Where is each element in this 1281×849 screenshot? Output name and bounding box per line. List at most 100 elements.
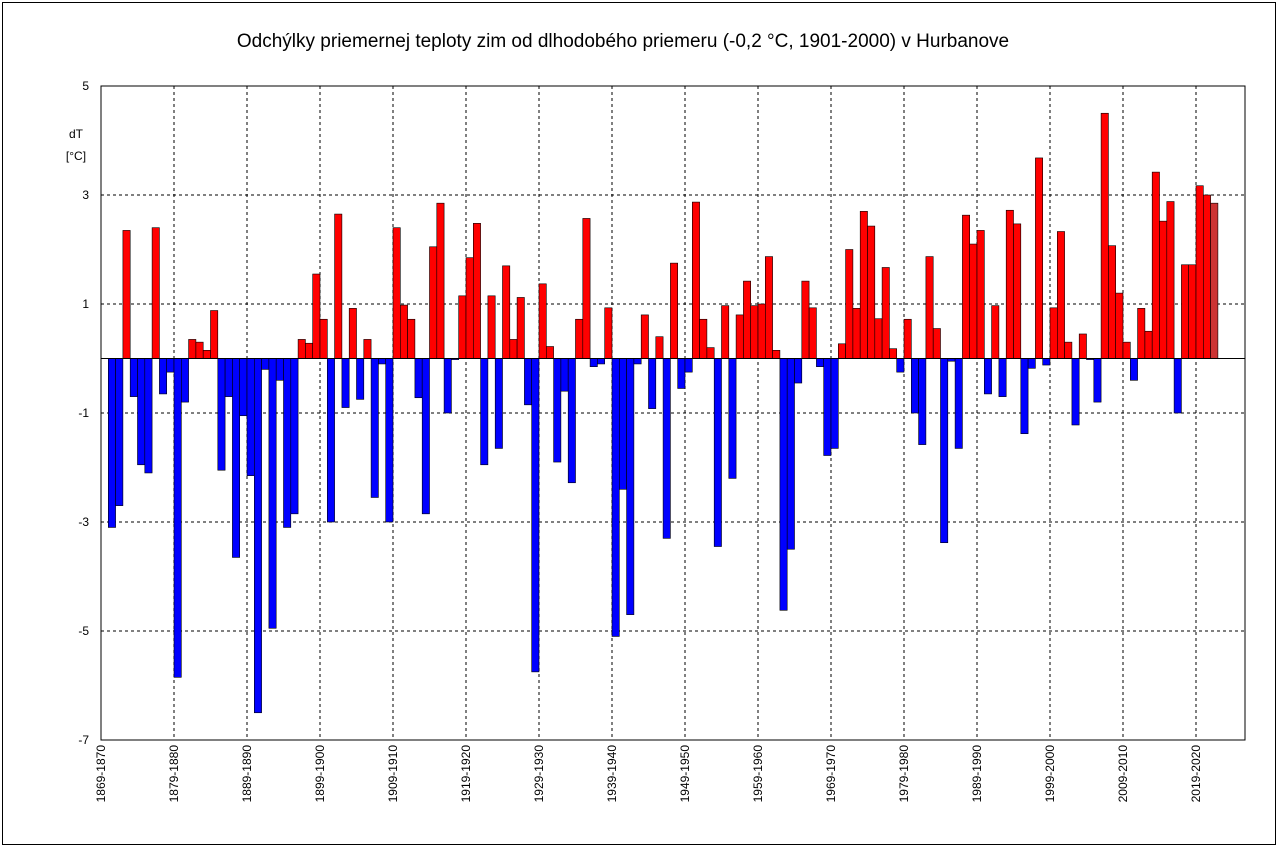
bar xyxy=(969,243,978,359)
bar xyxy=(545,346,554,359)
y-tick-label: -7 xyxy=(78,733,89,747)
bar xyxy=(567,358,576,484)
x-tick-label: 1959-1960 xyxy=(751,745,765,803)
bar xyxy=(421,358,430,515)
bar xyxy=(706,347,715,359)
bar xyxy=(925,256,934,359)
bar xyxy=(1100,112,1109,359)
bar xyxy=(341,358,350,408)
bar xyxy=(334,213,343,359)
bar xyxy=(268,358,277,629)
bar xyxy=(1013,223,1022,359)
bar xyxy=(903,318,912,359)
bar xyxy=(655,336,664,359)
bar xyxy=(1027,358,1036,369)
bar xyxy=(662,358,671,539)
bar xyxy=(1137,308,1146,359)
x-tick-label: 2009-2010 xyxy=(1116,745,1130,803)
y-tick-label: 3 xyxy=(82,188,89,202)
bar xyxy=(363,339,372,359)
bar xyxy=(1064,341,1073,359)
bar xyxy=(494,358,503,449)
bar xyxy=(524,358,533,406)
bar xyxy=(224,358,233,397)
bar xyxy=(633,358,642,365)
bar xyxy=(618,358,627,490)
bar xyxy=(735,314,744,359)
bar xyxy=(319,318,328,359)
bar xyxy=(991,305,1000,359)
x-tick-label: 1989-1990 xyxy=(970,745,984,803)
bar xyxy=(699,318,708,359)
bar xyxy=(852,308,861,359)
bar xyxy=(472,223,481,359)
bar xyxy=(173,358,182,678)
bar xyxy=(816,358,825,367)
y-axis-label: dT xyxy=(69,127,84,141)
bar xyxy=(1071,358,1080,426)
bar xyxy=(743,280,752,359)
bar xyxy=(859,211,868,359)
bar xyxy=(516,297,525,359)
bar xyxy=(531,358,540,673)
bar xyxy=(910,358,919,414)
x-tick-label: 2019-2020 xyxy=(1189,745,1203,803)
bar xyxy=(458,295,467,359)
x-tick-label: 1909-1910 xyxy=(386,745,400,803)
bar xyxy=(808,307,817,359)
bar xyxy=(1049,307,1058,359)
bar xyxy=(480,358,489,466)
plot-frame xyxy=(100,85,1246,741)
bar xyxy=(195,341,204,359)
bar xyxy=(137,358,146,466)
bar xyxy=(728,358,737,479)
bar xyxy=(239,358,248,417)
bar xyxy=(1042,358,1051,366)
bar xyxy=(254,358,262,714)
bar xyxy=(436,202,445,359)
bar xyxy=(582,218,591,359)
bar xyxy=(1159,220,1168,359)
bar xyxy=(713,358,722,547)
x-tick-label: 1919-1920 xyxy=(459,745,473,803)
bar xyxy=(370,358,379,498)
bar xyxy=(1144,330,1153,359)
bar xyxy=(896,358,905,373)
y-tick-label: -3 xyxy=(78,515,89,529)
bar xyxy=(246,358,255,476)
bar xyxy=(553,358,562,463)
bar xyxy=(210,310,219,359)
x-tick-label: 1939-1940 xyxy=(605,745,619,803)
bar xyxy=(275,358,284,381)
bar xyxy=(983,358,992,395)
bar xyxy=(867,225,876,359)
bar xyxy=(757,303,766,359)
bar xyxy=(144,358,153,474)
bar xyxy=(356,358,365,400)
bar xyxy=(779,358,788,611)
bar xyxy=(794,358,803,384)
bar xyxy=(889,348,898,359)
bar xyxy=(589,358,598,367)
bar xyxy=(750,305,759,359)
bar xyxy=(1093,358,1102,403)
bar xyxy=(691,201,700,359)
bar xyxy=(845,249,854,359)
bar xyxy=(151,227,160,359)
bar xyxy=(1210,202,1219,359)
bar xyxy=(640,314,649,359)
bar xyxy=(670,262,679,359)
bar xyxy=(1188,264,1197,359)
bar xyxy=(881,267,890,359)
bar xyxy=(932,328,941,359)
bar xyxy=(918,358,927,445)
bar xyxy=(232,358,240,558)
bar xyxy=(1130,358,1138,381)
bar xyxy=(597,358,606,365)
bar xyxy=(801,280,810,359)
bar xyxy=(1122,341,1131,359)
bar xyxy=(108,358,116,528)
x-tick-label: 1969-1970 xyxy=(824,745,838,803)
bar xyxy=(538,283,547,359)
